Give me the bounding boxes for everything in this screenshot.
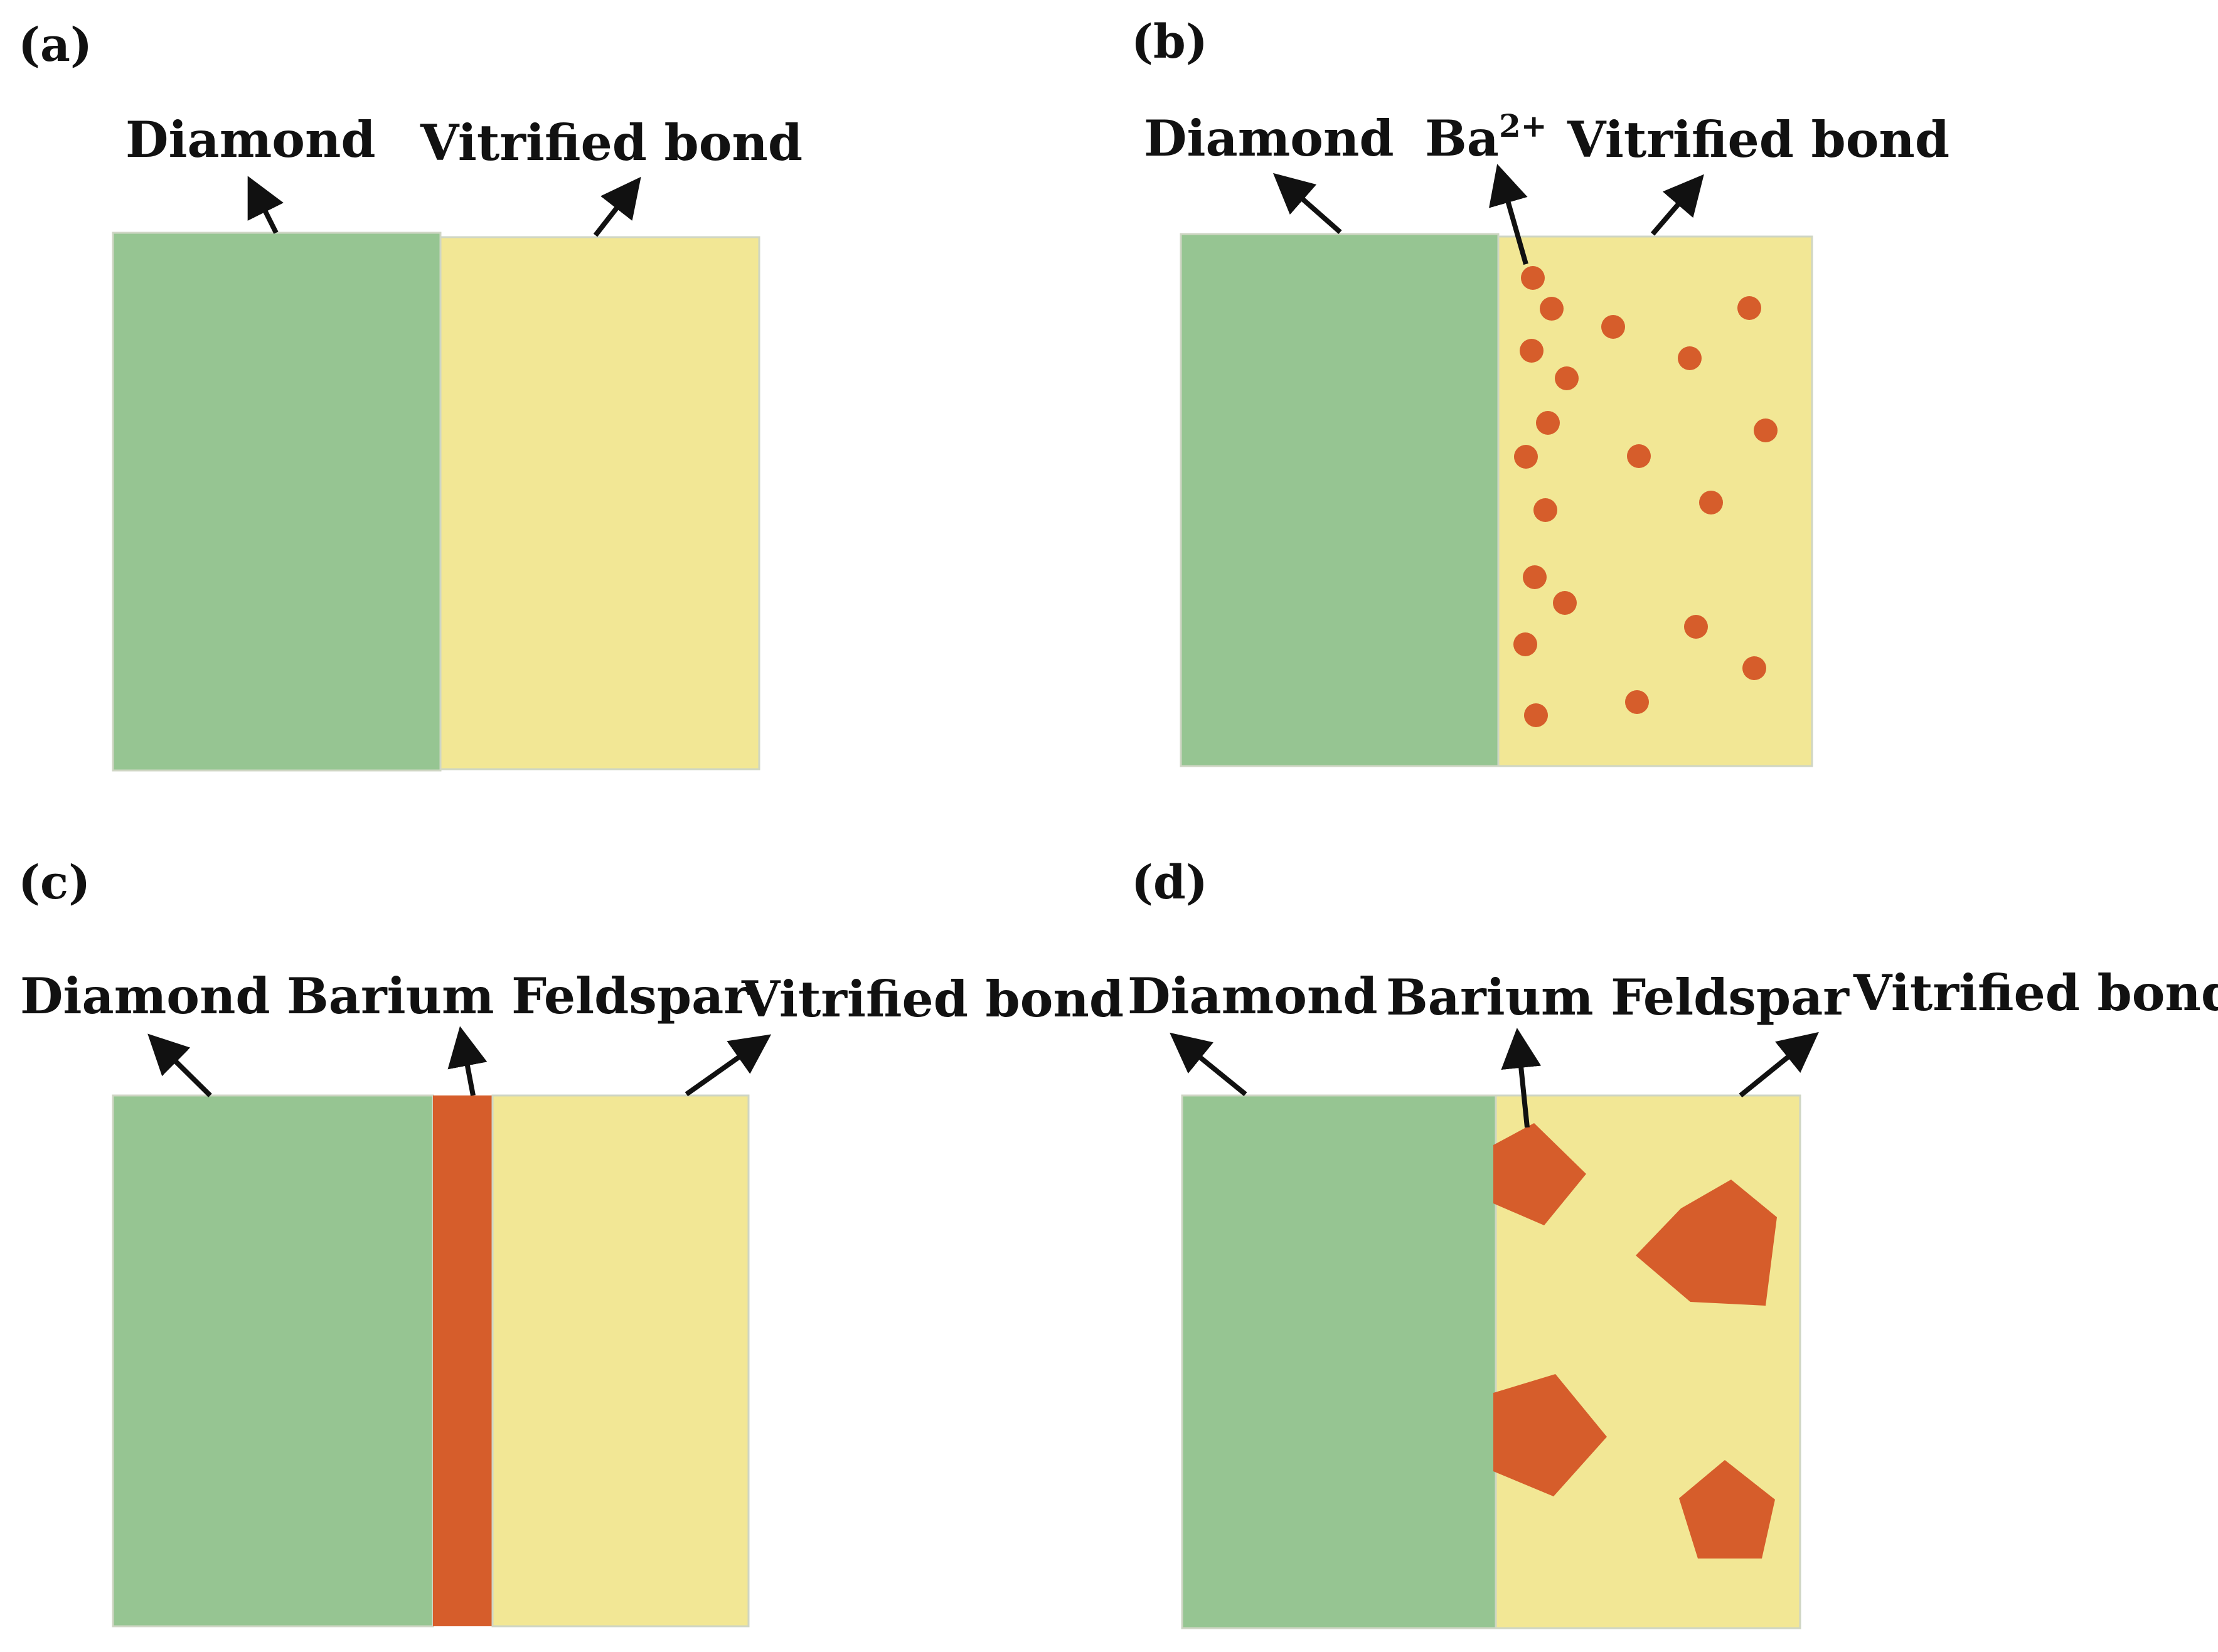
panel-c-label: (c) [18, 856, 90, 910]
barium-ion [1513, 632, 1537, 656]
panel-a-label: (a) [18, 18, 92, 72]
panel-d-bond-arrow [1739, 1031, 1819, 1098]
panel-c-bond-label: Vitrified bond [741, 970, 1124, 1028]
panel-d-bond-label: Vitrified bond [1853, 964, 2218, 1022]
panel-d-diamond-arrow [1170, 1032, 1247, 1097]
panel-b-ion-charge: 2+ [1499, 107, 1547, 144]
panel-d-barium-feldspar-crystals [1493, 1123, 1777, 1559]
panel-b-bond-label: Vitrified bond [1567, 110, 1949, 169]
barium-ion [1553, 591, 1577, 615]
barium-feldspar-crystal [1679, 1460, 1775, 1559]
barium-ion [1555, 366, 1579, 390]
panel-b-ion-arrow [1489, 164, 1528, 265]
barium-ion [1540, 297, 1564, 321]
panel-c-diamond-arrow [147, 1033, 212, 1097]
panel-c-barium-feldspar-layer [433, 1095, 493, 1626]
barium-ion [1514, 445, 1538, 469]
panel-b: (b) Diamond Ba2+ Vitrified bond [1131, 15, 1949, 767]
panel-c-diamond-label: Diamond [20, 967, 270, 1025]
panel-a-diamond-label: Diamond [125, 110, 376, 169]
barium-ion [1524, 703, 1548, 727]
barium-ion [1523, 565, 1547, 589]
panel-d-feldspar-label: Barium Feldspar [1386, 968, 1850, 1026]
barium-ion [1737, 296, 1761, 320]
panel-b-label: (b) [1131, 15, 1208, 69]
panel-b-diamond-region [1180, 233, 1500, 767]
panel-c-vitrified-bond-region [491, 1094, 750, 1628]
panel-b-ion-base: Ba [1425, 109, 1499, 168]
panel-b-diamond-label: Diamond [1144, 109, 1394, 168]
barium-ion [1533, 498, 1557, 522]
panel-b-diamond-arrow [1272, 173, 1342, 235]
panel-d-label: (d) [1131, 856, 1208, 910]
panel-a-bond-arrow [593, 176, 641, 237]
barium-ion [1678, 346, 1702, 370]
barium-ion [1627, 444, 1651, 468]
panel-a: (a) Diamond Vitrified bond [18, 18, 802, 772]
panel-d-diamond-label: Diamond [1128, 967, 1378, 1025]
barium-ion [1742, 656, 1766, 680]
barium-ion [1684, 615, 1708, 639]
panel-d-diamond-region [1181, 1094, 1497, 1629]
barium-ion [1521, 266, 1545, 290]
barium-feldspar-crystal [1493, 1123, 1586, 1225]
panel-a-diamond-region [112, 232, 442, 772]
panel-c-diamond-region [112, 1094, 434, 1628]
barium-ion [1699, 491, 1723, 514]
barium-ion [1754, 418, 1778, 442]
panel-b-bond-arrow [1650, 174, 1704, 236]
barium-ion [1601, 315, 1625, 339]
panel-d: (d) Diamond Barium Feldspar Vitrified bo… [1128, 856, 2218, 1629]
panel-a-bond-label: Vitrified bond [420, 114, 802, 172]
barium-feldspar-crystal [1636, 1180, 1777, 1306]
barium-ion [1536, 411, 1560, 435]
barium-feldspar-crystal [1493, 1374, 1607, 1496]
panel-b-barium-ions [1513, 266, 1778, 727]
panel-b-ion-label: Ba2+ [1425, 107, 1547, 168]
panel-c: (c) Diamond Barium Feldspar Vitrified bo… [18, 856, 1124, 1628]
panel-a-vitrified-bond-region [439, 236, 760, 770]
panel-c-bond-arrow [685, 1034, 772, 1097]
barium-ion [1520, 339, 1544, 363]
panel-c-feldspar-label: Barium Feldspar [287, 967, 750, 1025]
panel-c-feldspar-arrow [447, 1026, 488, 1096]
panel-a-diamond-arrow [247, 176, 284, 234]
panel-d-feldspar-arrow [1501, 1028, 1542, 1128]
barium-ion [1625, 690, 1649, 714]
